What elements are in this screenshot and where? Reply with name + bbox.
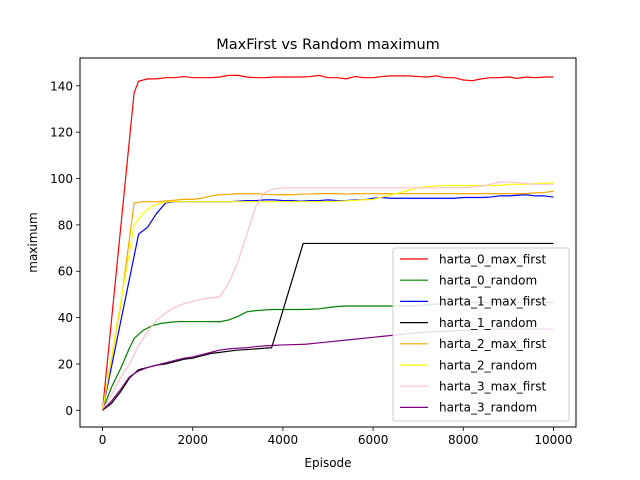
series-line-harta-2-max-first	[101, 190, 554, 411]
series-line-harta-2-random	[101, 182, 554, 411]
y-tick-label: 40	[58, 311, 73, 325]
y-tick-label: 0	[65, 404, 73, 418]
y-tick-label: 100	[50, 172, 73, 186]
legend-label-harta-2-max-first: harta_2_max_first	[439, 337, 546, 351]
x-tick-label: 4000	[268, 433, 299, 447]
plot-area-frame	[79, 57, 577, 428]
y-axis-label: maximum	[26, 212, 40, 272]
series-line-harta-1-random	[102, 242, 554, 411]
ticks-layer: 0 2000 4000 6000 8000 10000 0 20 40 60 80 100 120 140	[50, 79, 572, 447]
x-tick-label: 10000	[534, 433, 572, 447]
series-layer	[101, 74, 554, 411]
legend-label-harta-1-random: harta_1_random	[439, 316, 537, 330]
series-line-harta-0-max-first	[101, 74, 554, 411]
x-tick-label: 0	[99, 433, 107, 447]
legend: harta_0_max_first harta_0_random harta_1_m…	[392, 247, 570, 422]
x-axis-label: Episode	[304, 456, 351, 470]
legend-label-harta-2-random: harta_2_random	[439, 358, 537, 372]
legend-label-harta-0-max-first: harta_0_max_first	[439, 252, 546, 266]
x-tick-label: 8000	[448, 433, 479, 447]
legend-label-harta-0-random: harta_0_random	[439, 274, 537, 288]
legend-frame	[392, 247, 570, 422]
y-tick-label: 140	[50, 79, 73, 93]
y-tick-label: 60	[58, 265, 73, 279]
legend-label-harta-1-max-first: harta_1_max_first	[439, 295, 546, 309]
y-tick-label: 120	[50, 126, 73, 140]
y-tick-label: 80	[58, 218, 73, 232]
y-tick-label: 20	[58, 357, 73, 371]
x-tick-label: 6000	[358, 433, 389, 447]
legend-label-harta-3-max-first: harta_3_max_first	[439, 380, 546, 394]
x-tick-label: 2000	[177, 433, 208, 447]
chart-title: MaxFirst vs Random maximum	[216, 37, 440, 53]
legend-label-harta-3-random: harta_3_random	[439, 401, 537, 415]
series-line-harta-3-max-first	[102, 181, 554, 411]
